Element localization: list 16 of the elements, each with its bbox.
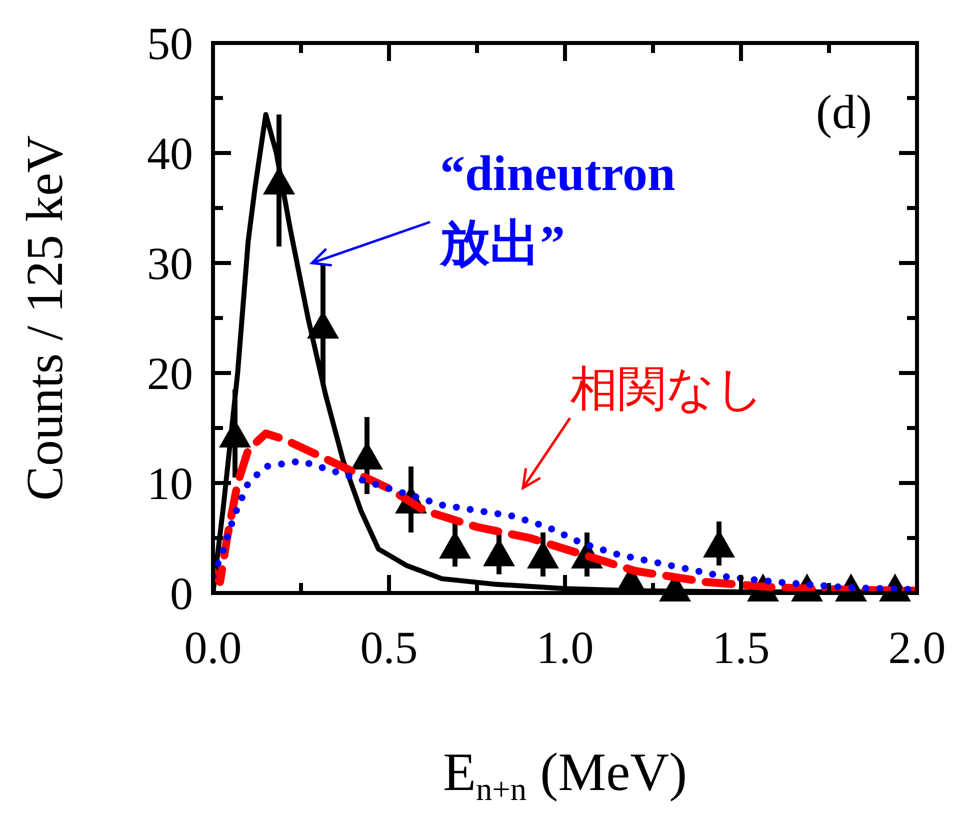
annotation: 相関なし [570, 361, 764, 417]
y-tick-label: 0 [170, 568, 193, 619]
annotation: (d) [816, 86, 872, 139]
y-tick-label: 50 [147, 18, 193, 69]
y-tick-label: 20 [147, 348, 193, 399]
x-tick-label: 1.0 [536, 622, 594, 673]
x-tick-label: 1.5 [712, 622, 770, 673]
x-tick-label: 0.0 [184, 622, 242, 673]
x-tick-label: 0.5 [360, 622, 418, 673]
annotation: “dineutron 放出” [439, 145, 676, 271]
y-tick-label: 10 [147, 458, 193, 509]
x-axis-title: E$_{n+n}$ (MeV) [442, 742, 688, 808]
x-tick-label: 2.0 [888, 622, 946, 673]
y-tick-label: 30 [147, 238, 193, 289]
y-axis-title: Counts / 125 keV [17, 135, 74, 501]
y-tick-label: 40 [147, 128, 193, 179]
